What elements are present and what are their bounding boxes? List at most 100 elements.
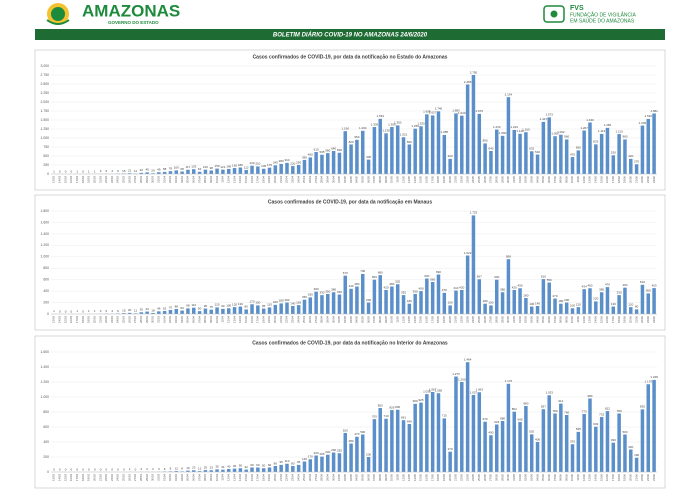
x-tick-label: 16/05 <box>425 316 429 323</box>
x-tick-label: 25/03 <box>122 176 126 183</box>
value-label: 640 <box>407 419 412 423</box>
bar <box>209 170 213 174</box>
x-tick-label: 12/06 <box>582 176 586 183</box>
bar <box>407 144 412 174</box>
value-label: 175 <box>267 163 272 167</box>
x-tick-label: 10/06 <box>570 474 574 481</box>
bar <box>594 301 598 314</box>
bar <box>192 169 196 174</box>
x-tick-label: 30/04 <box>331 316 335 323</box>
value-label: 715 <box>442 414 447 418</box>
value-label: 0 <box>76 467 78 471</box>
bar <box>291 305 295 314</box>
value-label: 270 <box>448 447 453 451</box>
bar <box>640 125 645 174</box>
bar <box>180 171 184 174</box>
value-label: 0 <box>71 169 73 173</box>
bar <box>454 113 458 174</box>
bar <box>506 259 511 314</box>
value-label: 0 <box>106 467 108 471</box>
value-label: 190 <box>634 453 639 457</box>
x-tick-label: 14/05 <box>413 474 417 481</box>
x-tick-label: 05/06 <box>541 474 545 481</box>
value-label: 400 <box>535 437 540 441</box>
value-label: 11 <box>134 169 137 173</box>
value-label: 270 <box>553 294 558 298</box>
value-label: 670 <box>343 271 348 275</box>
x-tick-label: 01/05 <box>337 176 341 183</box>
value-label: 170 <box>308 455 313 459</box>
value-label: 95 <box>262 304 266 308</box>
value-label: 1 <box>76 169 78 173</box>
value-label: 912 <box>558 399 563 403</box>
value-label: 1.022 <box>464 251 472 255</box>
bar <box>518 133 522 174</box>
bar <box>226 469 231 472</box>
bar <box>541 279 546 314</box>
x-tick-label: 10/04 <box>215 176 219 183</box>
x-tick-label: 03/04 <box>174 316 178 323</box>
value-label: 520 <box>395 280 400 284</box>
value-label: 180 <box>483 299 488 303</box>
value-label: 0 <box>135 467 137 471</box>
value-label: 670 <box>483 417 488 421</box>
value-label: 680 <box>378 270 383 274</box>
bar <box>157 311 161 314</box>
value-label: 880 <box>523 401 528 405</box>
bar <box>541 121 546 174</box>
value-label: 78 <box>169 166 173 170</box>
value-label: 6 <box>106 169 108 173</box>
value-label: 1.305 <box>371 122 379 126</box>
bar <box>186 169 190 174</box>
x-tick-label: 20/04 <box>273 474 277 481</box>
x-tick-label: 25/05 <box>477 474 481 481</box>
value-label: 2.134 <box>505 92 513 96</box>
bar <box>576 307 581 314</box>
value-label: 165 <box>232 163 237 167</box>
x-tick-label: 01/04 <box>162 176 166 183</box>
x-tick-label: 30/03 <box>151 176 155 183</box>
value-label: 50 <box>198 306 202 310</box>
bar <box>302 299 307 314</box>
value-label: 9 <box>117 169 119 173</box>
value-label: 23 <box>192 466 196 470</box>
x-tick-label: 23/06 <box>646 176 650 183</box>
x-tick-label: 12/05 <box>401 316 405 323</box>
bar <box>634 309 639 314</box>
value-label: 112 <box>244 165 249 169</box>
value-label: 3 <box>158 467 160 471</box>
bar <box>495 279 499 314</box>
bar <box>203 308 208 314</box>
x-tick-label: 02/04 <box>168 316 172 323</box>
bar <box>430 115 435 174</box>
x-tick-label: 22/04 <box>285 316 289 323</box>
value-label: 1.067 <box>429 387 437 391</box>
x-tick-label: 17/06 <box>611 474 615 481</box>
x-tick-label: 13/04 <box>232 316 236 323</box>
bar <box>582 414 586 472</box>
bar <box>500 292 505 314</box>
value-label: 502 <box>529 430 534 434</box>
value-label: 0 <box>82 169 84 173</box>
bar <box>430 281 435 314</box>
bar <box>192 307 196 314</box>
x-tick-label: 25/04 <box>302 474 306 481</box>
value-label: 690 <box>436 270 441 274</box>
value-label: 760 <box>564 410 569 414</box>
x-tick-label: 06/06 <box>547 316 551 323</box>
value-label: 680 <box>500 416 505 420</box>
x-tick-label: 06/06 <box>547 474 551 481</box>
y-tick-label: 600 <box>43 425 49 429</box>
value-label: 160 <box>273 300 278 304</box>
value-label: 1 <box>88 169 90 173</box>
bar <box>477 392 482 472</box>
x-tick-label: 04/06 <box>535 474 539 481</box>
value-label: 470 <box>354 432 359 436</box>
bar <box>372 279 377 314</box>
x-tick-label: 25/04 <box>302 316 306 323</box>
value-label: 145 <box>261 164 266 168</box>
value-label: 850 <box>483 139 488 143</box>
value-label: 180 <box>558 299 563 303</box>
value-label: 21 <box>128 169 132 173</box>
bar <box>337 453 342 472</box>
